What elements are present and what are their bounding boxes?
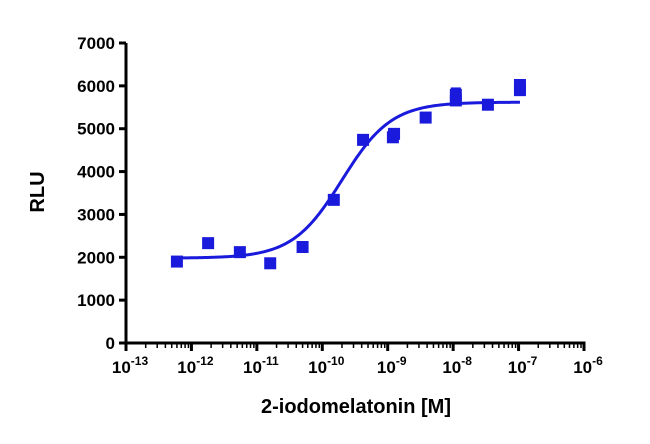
data-point <box>296 241 309 253</box>
y-tick-label: 6000 <box>77 77 115 96</box>
x-axis-label: 2-iodomelatonin [M] <box>261 396 451 418</box>
data-point <box>327 193 340 206</box>
labels: 2-iodomelatonin [M] RLU <box>27 171 451 418</box>
data-point <box>202 237 215 250</box>
data-point <box>419 111 432 124</box>
y-tick-label: 1000 <box>77 291 115 310</box>
x-tick-label: 10-8 <box>442 354 472 377</box>
y-tick-label: 2000 <box>77 248 115 267</box>
y-tick-label: 7000 <box>77 34 115 53</box>
y-tick-label: 4000 <box>77 163 115 182</box>
data-point <box>481 98 494 111</box>
y-axis-label: RLU <box>27 171 49 212</box>
y-tick-label: 3000 <box>77 205 115 224</box>
points-layer <box>170 79 526 270</box>
axes: 0 1000 2000 3000 4000 5000 6000 7000 10-13 10-12 1… <box>77 34 603 377</box>
fit-layer <box>176 100 520 260</box>
y-tick-label: 5000 <box>77 120 115 139</box>
x-tick-label: 10-6 <box>573 354 603 377</box>
data-point <box>513 79 526 91</box>
x-tick-label: 10-12 <box>177 354 214 377</box>
data-point <box>388 127 401 140</box>
x-tick-label: 10-10 <box>308 354 345 377</box>
y-tick-label: 0 <box>106 334 115 353</box>
x-tick-label: 10-7 <box>508 354 538 377</box>
data-point <box>233 246 246 259</box>
x-tick-label: 10-9 <box>377 354 407 377</box>
data-point <box>264 257 277 270</box>
data-point <box>357 133 370 146</box>
data-point <box>170 255 183 268</box>
x-tick-label: 10-13 <box>112 354 149 377</box>
data-point <box>449 88 462 101</box>
fit-curve <box>176 100 520 260</box>
x-tick-label: 10-11 <box>243 354 279 377</box>
